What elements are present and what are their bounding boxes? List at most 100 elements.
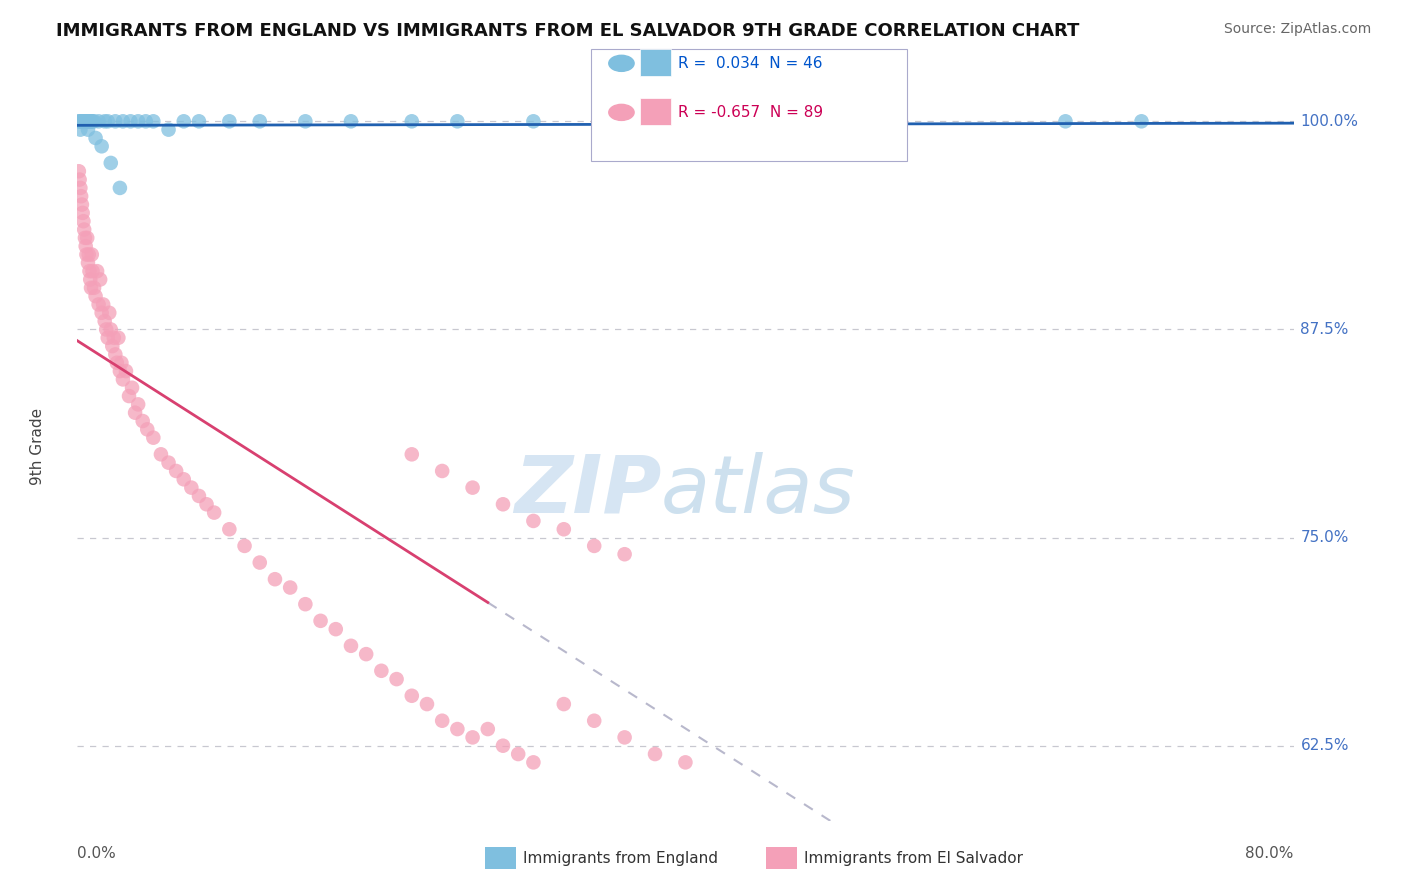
Point	[89, 272, 111, 286]
Point	[93, 314, 115, 328]
Point	[107, 331, 129, 345]
Point	[111, 114, 134, 128]
Point	[87, 297, 110, 311]
Point	[218, 522, 240, 536]
Point	[104, 347, 127, 361]
Point	[278, 581, 301, 595]
Point	[105, 356, 128, 370]
Point	[195, 497, 218, 511]
Point	[180, 481, 202, 495]
Point	[340, 114, 363, 128]
Point	[73, 114, 96, 128]
Point	[110, 356, 132, 370]
Point	[173, 114, 195, 128]
Point	[477, 722, 499, 736]
Point	[127, 114, 149, 128]
Point	[67, 114, 90, 128]
Point	[97, 331, 120, 345]
Point	[82, 264, 104, 278]
Point	[69, 181, 91, 195]
Point	[118, 389, 141, 403]
Point	[294, 597, 316, 611]
Point	[108, 181, 131, 195]
Point	[131, 414, 153, 428]
Point	[108, 364, 131, 378]
Point	[401, 689, 423, 703]
Point	[508, 747, 530, 761]
Text: IMMIGRANTS FROM ENGLAND VS IMMIGRANTS FROM EL SALVADOR 9TH GRADE CORRELATION CHA: IMMIGRANTS FROM ENGLAND VS IMMIGRANTS FR…	[56, 22, 1080, 40]
Point	[69, 172, 91, 186]
Point	[72, 114, 94, 128]
Point	[354, 647, 377, 661]
Point	[294, 114, 316, 128]
Point	[613, 731, 636, 745]
Point	[522, 514, 544, 528]
Point	[1130, 114, 1153, 128]
Point	[401, 114, 423, 128]
Point	[249, 114, 271, 128]
Point	[70, 189, 93, 203]
Point	[127, 397, 149, 411]
Point	[249, 556, 271, 570]
Point	[90, 306, 112, 320]
Point	[430, 714, 453, 728]
Point	[149, 447, 172, 461]
Point	[325, 622, 347, 636]
Point	[430, 464, 453, 478]
Point	[142, 431, 165, 445]
Point	[80, 114, 103, 128]
Point	[522, 114, 544, 128]
Point	[75, 239, 97, 253]
Point	[202, 506, 225, 520]
Text: 0.0%: 0.0%	[77, 846, 117, 861]
Point	[613, 547, 636, 561]
Text: R = -0.657  N = 89: R = -0.657 N = 89	[678, 105, 823, 120]
Point	[446, 114, 468, 128]
Point	[553, 522, 575, 536]
Point	[87, 114, 110, 128]
Text: 75.0%: 75.0%	[1301, 530, 1348, 545]
Point	[75, 247, 97, 261]
Point	[446, 722, 468, 736]
Point	[70, 114, 93, 128]
Point	[72, 214, 94, 228]
Point	[98, 306, 121, 320]
Point	[79, 114, 101, 128]
Point	[91, 297, 114, 311]
Point	[385, 672, 408, 686]
Point	[264, 572, 287, 586]
Point	[100, 156, 122, 170]
Point	[309, 614, 332, 628]
Point	[84, 131, 107, 145]
Point	[93, 114, 115, 128]
Point	[188, 114, 211, 128]
Point	[69, 114, 91, 128]
Text: Immigrants from England: Immigrants from England	[523, 851, 718, 865]
Point	[83, 114, 105, 128]
Point	[121, 381, 143, 395]
Point	[111, 372, 134, 386]
Point	[461, 731, 484, 745]
Point	[416, 697, 439, 711]
Point	[401, 447, 423, 461]
Point	[101, 339, 124, 353]
Point	[79, 114, 101, 128]
Text: 80.0%: 80.0%	[1246, 846, 1294, 861]
Text: R =  0.034  N = 46: R = 0.034 N = 46	[678, 56, 823, 70]
Point	[370, 664, 392, 678]
Point	[157, 122, 180, 136]
Point	[75, 114, 97, 128]
Point	[84, 289, 107, 303]
Point	[142, 114, 165, 128]
Text: 100.0%: 100.0%	[1301, 114, 1358, 128]
Point	[1054, 114, 1077, 128]
Point	[69, 122, 91, 136]
Point	[80, 114, 103, 128]
Text: ZIP: ZIP	[513, 452, 661, 530]
Text: 87.5%: 87.5%	[1301, 322, 1348, 337]
Point	[136, 422, 159, 436]
Point	[73, 222, 96, 236]
Point	[157, 456, 180, 470]
Point	[72, 206, 94, 220]
Text: 62.5%: 62.5%	[1301, 739, 1348, 753]
